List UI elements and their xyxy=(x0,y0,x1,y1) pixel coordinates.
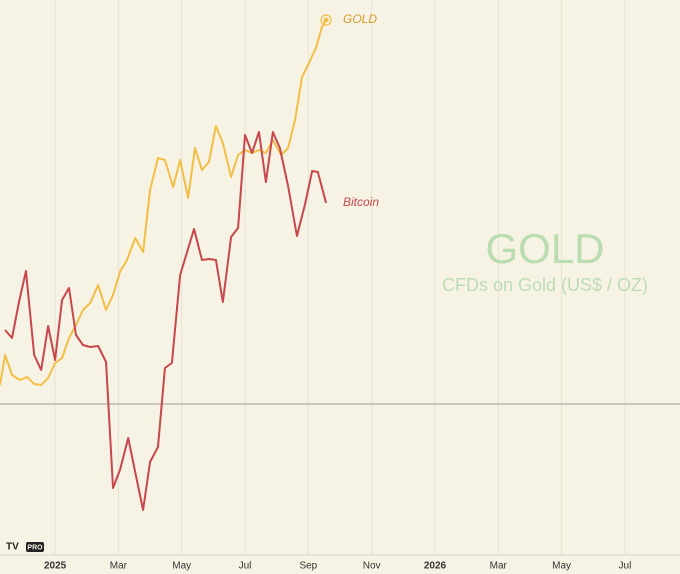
x-tick-label: May xyxy=(172,561,191,572)
logo-text: PRO xyxy=(27,544,43,551)
x-tick-label: Nov xyxy=(363,561,381,572)
x-tick-label: Jul xyxy=(619,561,632,572)
x-tick-label: Mar xyxy=(490,561,508,572)
logo-mark: TV xyxy=(6,542,19,553)
x-tick-label: 2026 xyxy=(424,561,447,572)
logo: TV PRO xyxy=(6,542,44,553)
last-point-halo xyxy=(320,14,332,26)
series-line xyxy=(0,19,327,386)
watermark-subtitle: CFDs on Gold (US$ / OZ) xyxy=(442,275,648,295)
x-tick-label: May xyxy=(552,561,571,572)
logo-badge xyxy=(26,542,44,552)
last-point xyxy=(323,17,329,23)
x-tick-label: 2025 xyxy=(44,561,67,572)
x-tick-label: Jul xyxy=(239,561,252,572)
x-tick-label: Mar xyxy=(110,561,128,572)
series-line xyxy=(4,131,328,511)
series-label: GOLD xyxy=(343,12,377,26)
watermark-title: GOLD xyxy=(485,225,604,272)
x-tick-label: Sep xyxy=(299,561,317,572)
series-label: Bitcoin xyxy=(343,195,379,209)
